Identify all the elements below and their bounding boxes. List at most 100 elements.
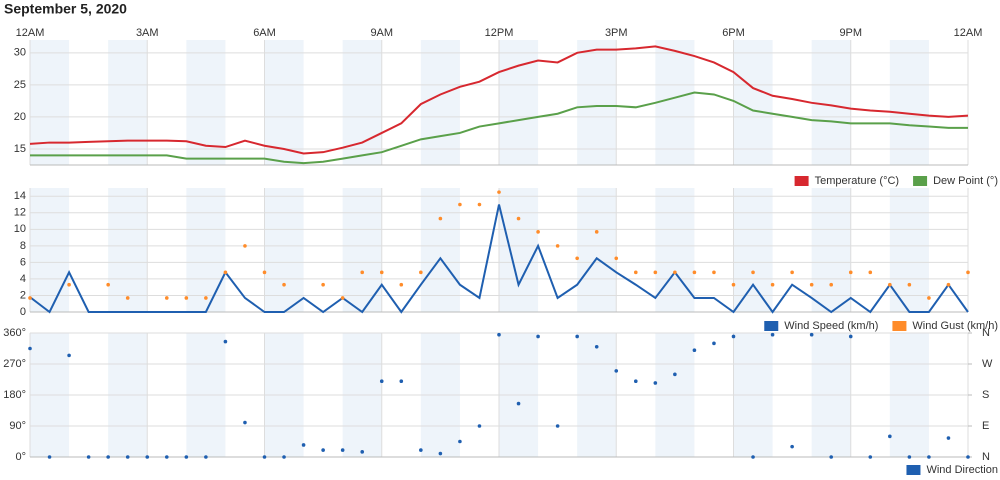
y2-tick-label: N	[982, 451, 990, 463]
data-point	[321, 282, 325, 287]
data-point	[164, 455, 169, 459]
data-point	[555, 244, 560, 248]
hour-band	[889, 40, 929, 165]
data-point	[536, 230, 540, 234]
data-point	[301, 443, 306, 447]
data-point	[848, 334, 853, 339]
data-point	[692, 270, 697, 275]
hour-band	[811, 188, 851, 312]
hour-band	[655, 40, 695, 165]
data-point	[67, 353, 71, 358]
y-tick-label: 30	[14, 47, 26, 59]
data-point	[164, 296, 169, 300]
data-point	[106, 282, 110, 287]
hour-band	[264, 188, 304, 312]
data-point	[340, 296, 345, 300]
data-point	[653, 270, 658, 275]
data-point	[223, 339, 228, 344]
data-point	[516, 401, 521, 406]
data-point	[946, 282, 951, 287]
hour-band	[499, 188, 539, 312]
data-point	[321, 448, 325, 452]
data-point	[575, 256, 579, 261]
y-tick-label: 180°	[3, 389, 26, 401]
data-point	[28, 346, 32, 351]
legend-label: Wind Speed (km/h)	[784, 320, 878, 332]
y2-tick-label: E	[982, 420, 989, 432]
legend-swatch	[906, 465, 921, 475]
hour-band	[264, 40, 304, 165]
legend-swatch	[913, 176, 928, 186]
data-point	[692, 348, 697, 353]
data-point	[379, 270, 384, 275]
data-point	[497, 332, 501, 337]
hour-band	[811, 40, 851, 165]
data-point	[927, 455, 931, 459]
data-point	[868, 455, 873, 459]
hour-band	[108, 188, 148, 312]
series-line	[29, 45, 969, 155]
data-point	[536, 334, 540, 339]
y-tick-label: 14	[14, 190, 26, 202]
data-point	[125, 455, 130, 459]
hour-band	[577, 40, 617, 165]
data-point	[262, 455, 267, 459]
data-point	[497, 190, 501, 194]
data-point	[419, 270, 423, 275]
y-tick-label: 4	[20, 273, 26, 285]
data-point	[555, 424, 560, 428]
data-point	[67, 282, 71, 287]
data-point	[809, 282, 814, 287]
x-tick-label: 9AM	[370, 27, 393, 39]
data-point	[106, 455, 110, 459]
hour-band	[420, 188, 460, 312]
data-point	[790, 444, 794, 449]
data-point	[516, 216, 521, 221]
data-point	[907, 282, 912, 287]
data-point	[458, 202, 462, 207]
x-tick-label: 9PM	[839, 27, 862, 39]
data-point	[477, 424, 482, 428]
data-point	[848, 270, 853, 275]
data-point	[673, 372, 677, 377]
data-point	[379, 379, 384, 384]
data-point	[770, 282, 775, 287]
y-tick-label: 2	[20, 289, 26, 301]
data-point	[633, 379, 638, 384]
y-tick-label: 8	[20, 240, 26, 252]
y-tick-label: 6	[20, 256, 26, 268]
legend-label: Wind Gust (km/h)	[912, 320, 998, 332]
data-point	[829, 282, 834, 287]
page-title: September 5, 2020	[4, 1, 127, 17]
data-point	[282, 455, 286, 459]
data-point	[653, 381, 658, 385]
data-point	[809, 332, 814, 337]
y-tick-label: 10	[14, 223, 26, 235]
series-line	[30, 91, 968, 165]
data-point	[966, 270, 970, 275]
data-point	[868, 270, 873, 275]
data-point	[184, 455, 189, 459]
x-tick-label: 12AM	[16, 27, 45, 39]
y2-tick-label: S	[982, 389, 989, 401]
hour-band	[733, 40, 773, 165]
data-point	[360, 450, 365, 454]
hour-band	[499, 40, 539, 165]
data-point	[340, 448, 345, 452]
data-point	[262, 270, 267, 275]
data-point	[594, 230, 599, 234]
data-point	[751, 270, 755, 275]
hour-band	[733, 188, 773, 312]
hour-band	[186, 40, 226, 165]
data-point	[399, 379, 404, 384]
x-tick-label: 6PM	[722, 27, 745, 39]
data-point	[770, 332, 775, 337]
y2-tick-label: N	[982, 327, 990, 339]
hour-band	[342, 40, 382, 165]
x-tick-label: 6AM	[253, 27, 276, 39]
data-point	[223, 270, 228, 275]
y2-tick-label: W	[982, 358, 993, 370]
data-point	[243, 244, 247, 248]
legend-label: Temperature (°C)	[815, 175, 899, 187]
